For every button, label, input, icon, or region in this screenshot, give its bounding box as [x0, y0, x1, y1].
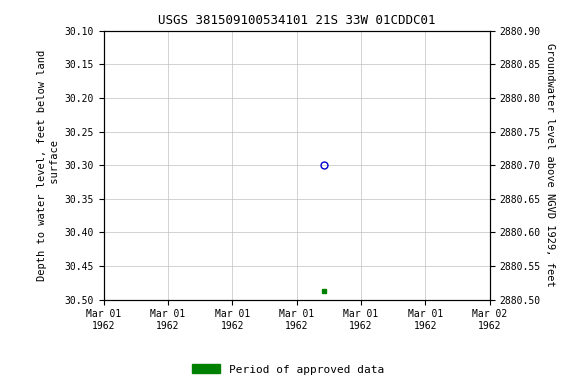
Y-axis label: Depth to water level, feet below land
 surface: Depth to water level, feet below land su… [37, 50, 60, 281]
Y-axis label: Groundwater level above NGVD 1929, feet: Groundwater level above NGVD 1929, feet [545, 43, 555, 287]
Legend: Period of approved data: Period of approved data [192, 364, 384, 375]
Title: USGS 381509100534101 21S 33W 01CDDC01: USGS 381509100534101 21S 33W 01CDDC01 [158, 14, 435, 27]
